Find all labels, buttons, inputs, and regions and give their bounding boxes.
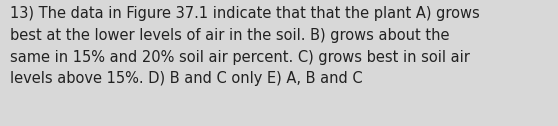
Text: 13) The data in Figure 37.1 indicate that that the plant A) grows
best at the lo: 13) The data in Figure 37.1 indicate tha… <box>10 6 480 86</box>
